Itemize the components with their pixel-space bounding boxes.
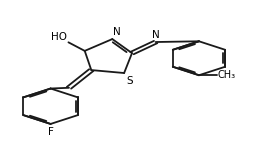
Text: N: N xyxy=(152,30,159,40)
Text: F: F xyxy=(48,127,54,137)
Text: CH₃: CH₃ xyxy=(218,70,236,80)
Text: N: N xyxy=(113,27,121,37)
Text: HO: HO xyxy=(51,32,67,42)
Text: S: S xyxy=(127,76,133,86)
